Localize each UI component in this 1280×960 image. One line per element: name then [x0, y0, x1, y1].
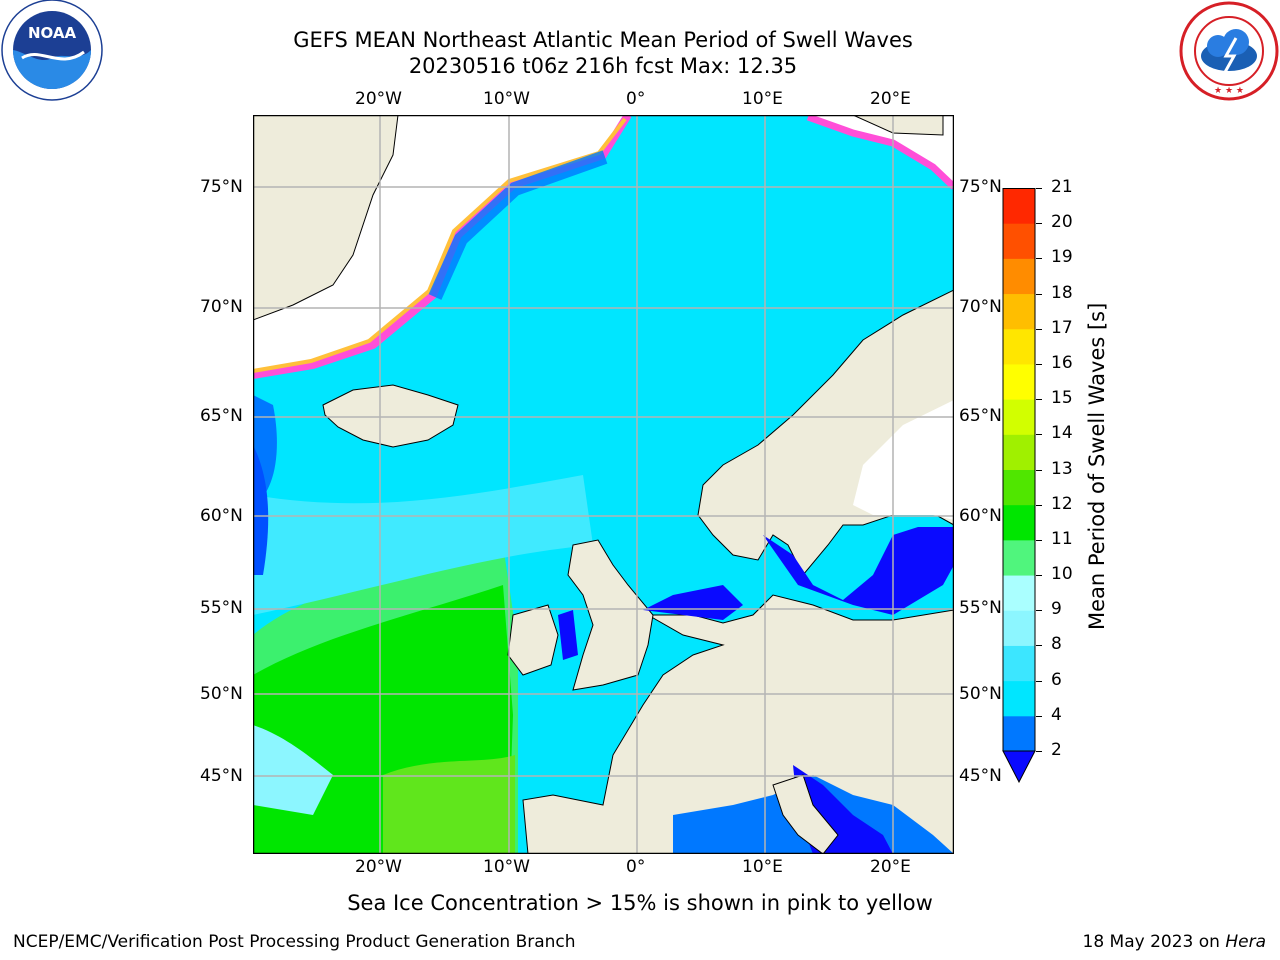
colorbar-tick-label: 11 [1051, 528, 1073, 549]
lon-label-bottom: 10°W [483, 857, 530, 877]
colorbar-swatch [1003, 258, 1035, 295]
colorbar-swatch [1003, 434, 1035, 470]
colorbar-tick-label: 13 [1051, 458, 1073, 479]
lon-label-bottom: 20°E [870, 857, 911, 877]
colorbar-swatches [1002, 188, 1036, 784]
noaa-logo-text: NOAA [28, 24, 77, 42]
colorbar-extend-triangle [1002, 750, 1036, 784]
colorbar-swatch [1003, 715, 1035, 752]
date-value: 18 May 2023 on [1082, 932, 1226, 952]
ice-note: Sea Ice Concentration > 15% is shown in … [347, 891, 933, 915]
lat-label-right: 50°N [959, 684, 1002, 704]
noaa-logo: NOAA [0, 0, 104, 104]
colorbar-tick-mark [1036, 293, 1042, 295]
colorbar-tick-label: 18 [1051, 282, 1073, 303]
lat-label-right: 75°N [959, 177, 1002, 197]
lon-label-top: 20°W [355, 89, 402, 109]
colorbar-swatch [1003, 223, 1035, 259]
colorbar-swatch [1003, 469, 1035, 506]
colorbar [1002, 188, 1036, 784]
lon-label-bottom: 20°W [355, 857, 402, 877]
map-canvas [252, 112, 957, 855]
colorbar-tick-label: 16 [1051, 352, 1073, 373]
colorbar-tick-mark [1036, 258, 1042, 260]
lat-label-right: 70°N [959, 297, 1002, 317]
lat-label-left: 60°N [200, 506, 243, 526]
colorbar-tick-label: 20 [1051, 212, 1073, 233]
colorbar-swatch [1003, 399, 1035, 435]
lon-label-top: 20°E [870, 89, 911, 109]
colorbar-tick-mark [1036, 469, 1042, 471]
colorbar-tick-mark [1036, 645, 1042, 647]
lat-label-right: 65°N [959, 406, 1002, 426]
colorbar-tick-label: 6 [1051, 669, 1062, 690]
colorbar-tick-mark [1036, 399, 1042, 401]
colorbar-frame [1002, 188, 1036, 752]
colorbar-tick-mark [1036, 751, 1042, 752]
colorbar-swatch [1003, 539, 1035, 576]
colorbar-swatch [1003, 188, 1035, 224]
colorbar-swatch [1003, 680, 1035, 717]
lat-label-left: 55°N [200, 598, 243, 618]
colorbar-tick-mark [1036, 434, 1042, 436]
colorbar-tick-label: 8 [1051, 634, 1062, 655]
colorbar-swatch [1003, 293, 1035, 330]
lat-label-left: 45°N [200, 766, 243, 786]
graticule [253, 114, 954, 855]
colorbar-tick-mark [1036, 715, 1042, 717]
colorbar-tick-label: 10 [1051, 564, 1073, 585]
colorbar-swatch [1003, 363, 1035, 400]
lon-label-top: 10°E [742, 89, 783, 109]
colorbar-tick-mark [1036, 539, 1042, 541]
lat-label-right: 45°N [959, 766, 1002, 786]
colorbar-swatch [1003, 575, 1035, 611]
colorbar-tick-label: 9 [1051, 599, 1062, 620]
lon-label-bottom: 0° [626, 857, 646, 877]
chart-title-line2: 20230516 t06z 216h fcst Max: 12.35 [408, 54, 798, 78]
colorbar-swatch [1003, 645, 1035, 682]
colorbar-tick-mark [1036, 504, 1042, 506]
lat-label-left: 50°N [200, 684, 243, 704]
svg-text:★ ★ ★: ★ ★ ★ [1214, 86, 1244, 96]
colorbar-tick-mark [1036, 223, 1042, 225]
colorbar-tick-label: 4 [1051, 704, 1062, 725]
colorbar-tick-mark [1036, 680, 1042, 682]
lat-label-right: 60°N [959, 506, 1002, 526]
colorbar-tick-label: 15 [1051, 388, 1073, 409]
host-name: Hera [1225, 932, 1266, 952]
colorbar-swatch [1003, 328, 1035, 365]
chart-title-line1: GEFS MEAN Northeast Atlantic Mean Period… [293, 28, 913, 52]
nws-logo: ★ ★ ★ [1178, 0, 1280, 102]
colorbar-swatch [1003, 504, 1035, 541]
colorbar-tick-mark [1036, 575, 1042, 577]
lat-label-left: 75°N [200, 177, 243, 197]
colorbar-tick-label: 12 [1051, 493, 1073, 514]
colorbar-tick-mark [1036, 610, 1042, 612]
colorbar-tick-mark [1036, 188, 1042, 189]
lat-label-left: 65°N [200, 406, 243, 426]
lat-label-right: 55°N [959, 598, 1002, 618]
colorbar-tick-label: 2 [1051, 740, 1062, 760]
colorbar-ticks: 2 4 6 8 9 10 11 12 13 14 15 16 17 18 19 20 21 [1036, 0, 1096, 960]
colorbar-tick-label: 14 [1051, 423, 1073, 444]
colorbar-tick-label: 19 [1051, 247, 1073, 268]
colorbar-tick-mark [1036, 363, 1042, 365]
colorbar-tick-label: 17 [1051, 317, 1073, 338]
lon-label-bottom: 10°E [742, 857, 783, 877]
credit-text: NCEP/EMC/Verification Post Processing Pr… [13, 932, 576, 952]
lon-label-top: 0° [626, 89, 646, 109]
colorbar-tick-label: 21 [1051, 177, 1073, 197]
date-text: 18 May 2023 on Hera [1083, 932, 1267, 952]
map-panel [252, 112, 957, 855]
lon-label-top: 10°W [483, 89, 530, 109]
lat-label-left: 70°N [200, 297, 243, 317]
colorbar-swatch [1003, 610, 1035, 646]
colorbar-tick-mark [1036, 328, 1042, 330]
colorbar-label: Mean Period of Swell Waves [s] [1085, 302, 1109, 630]
